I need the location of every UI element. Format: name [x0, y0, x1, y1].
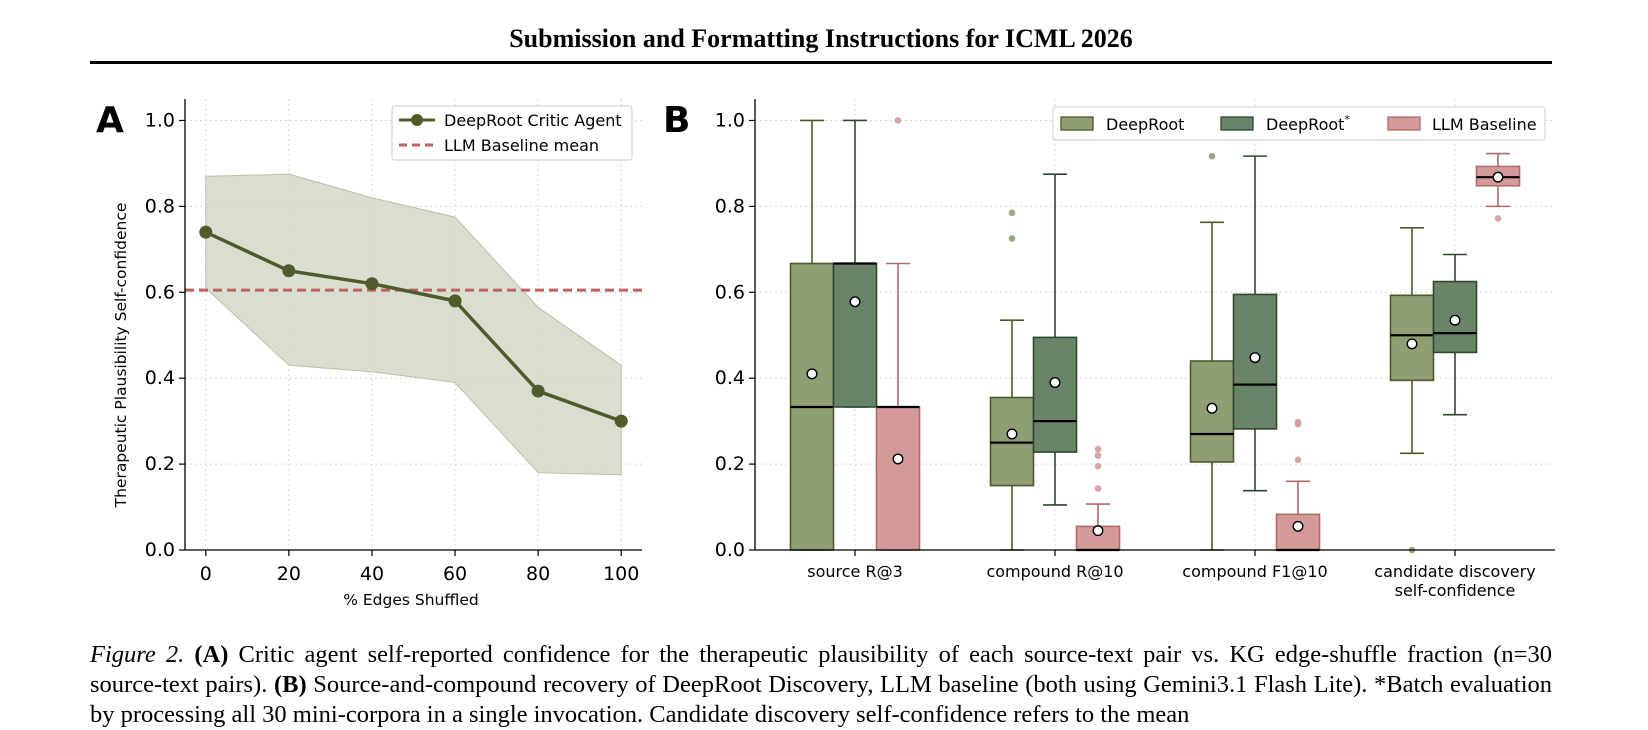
box: [875, 406, 921, 551]
agent-point: [365, 277, 379, 291]
agent-point: [282, 264, 296, 278]
caption-figure-label: Figure 2.: [90, 641, 185, 668]
figure-2: A 0.0 0.2 0.4 0.6 0.8 1.0 0 20 40 60 80 100 Therape…: [96, 99, 1555, 609]
panel-a-xlabel: % Edges Shuffled: [343, 591, 479, 609]
box: [1389, 294, 1435, 382]
legend-llm-baseline-swatch: [1387, 116, 1421, 131]
confidence-band: [205, 173, 622, 476]
box: [832, 262, 878, 408]
agent-point: [614, 414, 628, 428]
outlier-point: [894, 117, 902, 124]
x-tick-label: 0: [200, 563, 212, 585]
panel-a-legend: DeepRoot Critic Agent LLM Baseline mean: [391, 105, 633, 161]
panel-a-ticks: 0.0 0.2 0.4 0.6 0.8 1.0 0 20 40 60 80 100: [145, 109, 640, 585]
panel-b-label: B: [663, 100, 690, 141]
x-tick-label: 60: [443, 563, 467, 585]
y-tick-label: 0.6: [715, 281, 745, 303]
legend-agent-marker: [411, 114, 423, 126]
y-tick-label: 0.6: [145, 281, 175, 303]
header-rule: [90, 61, 1552, 64]
x-tick-label: source R@3: [807, 562, 903, 581]
legend-deeproot-label: DeepRoot: [1106, 115, 1184, 134]
caption-part-b-text: Source-and-compound recovery of DeepRoot…: [313, 671, 1368, 698]
x-tick-label: candidate discovery: [1374, 562, 1535, 581]
mean-marker: [1006, 428, 1018, 440]
agent-point: [448, 294, 462, 308]
panel-b-legend: DeepRoot DeepRoot* LLM Baseline: [1052, 106, 1546, 141]
legend-deeproot-star-base: DeepRoot: [1266, 115, 1344, 134]
mean-marker: [892, 453, 904, 465]
outlier-point: [1094, 462, 1102, 470]
page-header: Submission and Formatting Instructions f…: [509, 24, 1133, 53]
x-tick-label: 40: [360, 563, 384, 585]
mean-marker: [1206, 402, 1218, 414]
mean-marker: [1449, 314, 1461, 326]
outlier-point: [1008, 235, 1016, 242]
legend-deeproot-star-superscript: *: [1344, 113, 1350, 126]
mean-marker: [1406, 338, 1418, 350]
panel-a-band: [205, 173, 622, 476]
y-tick-label: 0.4: [145, 367, 175, 389]
y-tick-label: 0.0: [145, 539, 175, 561]
legend-frame: [391, 105, 633, 161]
agent-line: [205, 230, 622, 423]
panel-a-ylabel: Therapeutic Plausibility Self-confidence: [112, 203, 130, 509]
outlier-point: [1294, 418, 1302, 426]
x-tick-label: 80: [526, 563, 550, 585]
outlier-point: [1008, 209, 1016, 217]
outlier-point: [1094, 452, 1102, 459]
caption-part-a-label: (A): [194, 641, 229, 668]
x-tick-label: compound R@10: [986, 562, 1123, 581]
panel-a-label: A: [96, 100, 124, 141]
outlier-point: [1094, 445, 1102, 453]
y-tick-label: 0.8: [715, 195, 745, 217]
y-tick-label: 0.4: [715, 367, 745, 389]
panel-b-boxes: [789, 117, 1521, 554]
y-tick-label: 0.0: [715, 539, 745, 561]
x-tick-label: self-confidence: [1395, 581, 1516, 600]
outlier-point: [1294, 456, 1302, 464]
legend-baseline-mean-label: LLM Baseline mean: [444, 136, 599, 155]
y-tick-label: 0.2: [715, 453, 745, 475]
x-tick-label: 20: [277, 563, 301, 585]
mean-marker: [1492, 171, 1504, 183]
agent-point: [531, 384, 545, 398]
panel-b-ticks: 0.0 0.2 0.4 0.6 0.8 1.0 source R@3 compound R@1…: [715, 109, 1536, 600]
mean-marker: [1049, 376, 1061, 388]
caption-part-a-text: Critic agent self-reported confidence fo…: [90, 641, 1552, 698]
caption-paragraph: Figure 2. (A) Critic agent self-reported…: [90, 640, 1552, 730]
caption-part-b-label: (B): [273, 671, 307, 698]
legend-deeproot-star-label: DeepRoot*: [1266, 113, 1350, 134]
outlier-point: [1494, 215, 1502, 222]
y-tick-label: 1.0: [715, 109, 745, 131]
legend-deeproot-star-swatch: [1220, 116, 1254, 131]
y-tick-label: 0.2: [145, 453, 175, 475]
mean-marker: [849, 296, 861, 308]
legend-frame: [1052, 106, 1546, 141]
y-tick-label: 1.0: [145, 109, 175, 131]
box: [1275, 513, 1321, 551]
mean-marker: [1292, 520, 1304, 532]
legend-deeproot-swatch: [1060, 116, 1094, 131]
panel-a-series: [199, 225, 628, 428]
mean-marker: [1249, 352, 1261, 364]
y-tick-label: 0.8: [145, 195, 175, 217]
agent-point: [199, 225, 213, 239]
panel-a: A 0.0 0.2 0.4 0.6 0.8 1.0 0 20 40 60 80 100 Therape…: [96, 99, 642, 609]
outlier-point: [1094, 485, 1102, 492]
legend-llm-baseline-label: LLM Baseline: [1432, 115, 1537, 134]
legend-agent-label: DeepRoot Critic Agent: [444, 111, 622, 130]
x-tick-label: compound F1@10: [1182, 562, 1327, 581]
panel-b: B 0.0 0.2 0.4 0.6 0.8 1.0 source R@3 compound R…: [663, 99, 1555, 600]
x-tick-label: 100: [603, 563, 639, 585]
outlier-point: [1208, 152, 1216, 160]
box: [1032, 336, 1078, 453]
mean-marker: [806, 368, 818, 380]
mean-marker: [1092, 525, 1104, 537]
figure-caption: Figure 2. (A) Critic agent self-reported…: [90, 640, 1552, 730]
